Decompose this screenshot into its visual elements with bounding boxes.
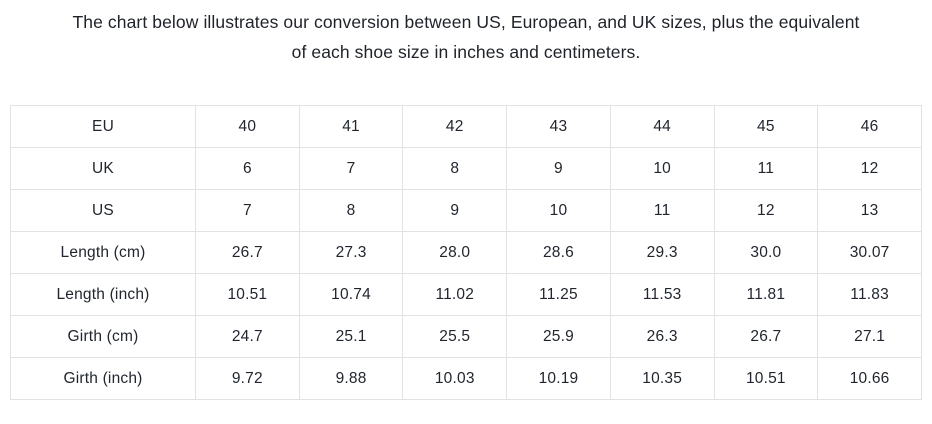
table-cell: 25.9	[506, 315, 611, 358]
table-cell: 25.5	[402, 315, 508, 358]
table-cell: 11.53	[609, 273, 715, 316]
table-row-girth-cm: Girth (cm) 24.7 25.1 25.5 25.9 26.3 26.7…	[10, 315, 922, 358]
row-label-cell: Girth (inch)	[10, 357, 196, 400]
table-cell: 43	[506, 105, 611, 148]
size-conversion-table: EU 40 41 42 43 44 45 46 UK 6 7 8 9 10 11…	[10, 105, 922, 400]
table-cell: 25.1	[298, 315, 404, 358]
table-cell: 24.7	[195, 315, 300, 358]
page-title-line-2: of each shoe size in inches and centimet…	[291, 42, 641, 62]
table-cell: 10.51	[713, 357, 819, 400]
table-cell: 10.19	[506, 357, 611, 400]
row-label-cell: Length (inch)	[10, 273, 196, 316]
table-cell: 27.3	[298, 231, 404, 274]
table-cell: 11.02	[402, 273, 508, 316]
table-cell: 10.74	[298, 273, 404, 316]
table-cell: 30.07	[817, 231, 922, 274]
table-row-us: US 7 8 9 10 11 12 13	[10, 189, 922, 232]
table-cell: 45	[713, 105, 819, 148]
table-cell: 10.35	[609, 357, 715, 400]
table-cell: 13	[817, 189, 922, 232]
table-cell: 9	[402, 189, 508, 232]
table-cell: 26.7	[195, 231, 300, 274]
table-cell: 11.81	[713, 273, 819, 316]
table-cell: 9	[506, 147, 611, 190]
table-cell: 10.51	[195, 273, 300, 316]
row-label-cell: US	[10, 189, 196, 232]
row-label-cell: EU	[10, 105, 196, 148]
table-cell: 12	[713, 189, 819, 232]
table-cell: 44	[609, 105, 715, 148]
table-row-uk: UK 6 7 8 9 10 11 12	[10, 147, 922, 190]
table-cell: 8	[298, 189, 404, 232]
table-cell: 11.25	[506, 273, 611, 316]
table-cell: 42	[402, 105, 508, 148]
table-row-girth-inch: Girth (inch) 9.72 9.88 10.03 10.19 10.35…	[10, 357, 922, 400]
table-cell: 28.0	[402, 231, 508, 274]
table-cell: 11.83	[817, 273, 922, 316]
table-row-eu: EU 40 41 42 43 44 45 46	[10, 105, 922, 148]
table-cell: 10.66	[817, 357, 922, 400]
table-cell: 26.7	[713, 315, 819, 358]
table-cell: 9.72	[195, 357, 300, 400]
page-title: The chart below illustrates our conversi…	[0, 0, 932, 67]
table-cell: 6	[195, 147, 300, 190]
page-title-line-1: The chart below illustrates our conversi…	[72, 12, 860, 32]
table-cell: 27.1	[817, 315, 922, 358]
table-row-length-inch: Length (inch) 10.51 10.74 11.02 11.25 11…	[10, 273, 922, 316]
table-row-length-cm: Length (cm) 26.7 27.3 28.0 28.6 29.3 30.…	[10, 231, 922, 274]
table-cell: 10	[609, 147, 715, 190]
table-cell: 12	[817, 147, 922, 190]
table-cell: 41	[298, 105, 404, 148]
table-cell: 30.0	[713, 231, 819, 274]
table-cell: 11	[609, 189, 715, 232]
row-label-cell: Length (cm)	[10, 231, 196, 274]
table-cell: 10	[506, 189, 611, 232]
table-cell: 26.3	[609, 315, 715, 358]
table-cell: 40	[195, 105, 300, 148]
table-cell: 29.3	[609, 231, 715, 274]
table-cell: 46	[817, 105, 922, 148]
table-cell: 11	[713, 147, 819, 190]
table-cell: 7	[298, 147, 404, 190]
table-cell: 10.03	[402, 357, 508, 400]
row-label-cell: UK	[10, 147, 196, 190]
table-cell: 7	[195, 189, 300, 232]
table-cell: 9.88	[298, 357, 404, 400]
table-cell: 8	[402, 147, 508, 190]
table-cell: 28.6	[506, 231, 611, 274]
row-label-cell: Girth (cm)	[10, 315, 196, 358]
